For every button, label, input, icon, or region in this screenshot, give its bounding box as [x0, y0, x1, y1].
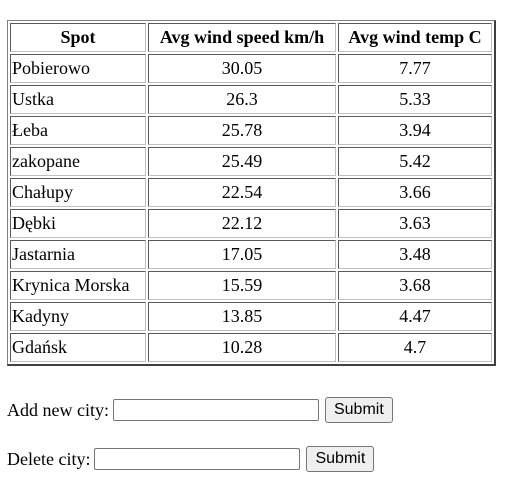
- cell-spot: Jastarnia: [10, 240, 146, 269]
- cell-temp: 3.68: [338, 271, 492, 300]
- table-row: Krynica Morska 15.59 3.68: [10, 271, 492, 300]
- table-header-row: Spot Avg wind speed km/h Avg wind temp C: [10, 23, 492, 52]
- cell-spot: Pobierowo: [10, 54, 146, 83]
- header-spot: Spot: [10, 23, 146, 52]
- cell-temp: 3.66: [338, 178, 492, 207]
- cell-temp: 5.33: [338, 85, 492, 114]
- cell-speed: 10.28: [148, 333, 336, 362]
- cell-spot: Łeba: [10, 116, 146, 145]
- cell-spot: Krynica Morska: [10, 271, 146, 300]
- add-city-label: Add new city:: [7, 399, 109, 420]
- table-row: Chałupy 22.54 3.66: [10, 178, 492, 207]
- table-row: Dębki 22.12 3.63: [10, 209, 492, 238]
- cell-speed: 15.59: [148, 271, 336, 300]
- cell-speed: 25.78: [148, 116, 336, 145]
- delete-city-label: Delete city:: [7, 448, 91, 469]
- wind-table: Spot Avg wind speed km/h Avg wind temp C…: [7, 20, 496, 366]
- cell-speed: 22.54: [148, 178, 336, 207]
- cell-temp: 3.94: [338, 116, 492, 145]
- header-avg-wind-speed: Avg wind speed km/h: [148, 23, 336, 52]
- add-city-form: Add new city: Submit: [7, 396, 393, 424]
- cell-speed: 30.05: [148, 54, 336, 83]
- header-avg-wind-temp: Avg wind temp C: [338, 23, 492, 52]
- table-row: Jastarnia 17.05 3.48: [10, 240, 492, 269]
- add-city-submit-button[interactable]: Submit: [324, 397, 393, 423]
- cell-temp: 4.7: [338, 333, 492, 362]
- delete-city-submit-button[interactable]: Submit: [306, 446, 375, 472]
- cell-speed: 17.05: [148, 240, 336, 269]
- add-city-input[interactable]: [112, 399, 319, 421]
- cell-speed: 22.12: [148, 209, 336, 238]
- table-row: Ustka 26.3 5.33: [10, 85, 492, 114]
- table-row: Gdańsk 10.28 4.7: [10, 333, 492, 362]
- cell-spot: Gdańsk: [10, 333, 146, 362]
- cell-temp: 3.63: [338, 209, 492, 238]
- cell-spot: Chałupy: [10, 178, 146, 207]
- table-row: zakopane 25.49 5.42: [10, 147, 492, 176]
- cell-spot: zakopane: [10, 147, 146, 176]
- cell-spot: Ustka: [10, 85, 146, 114]
- table-row: Pobierowo 30.05 7.77: [10, 54, 492, 83]
- cell-spot: Kadyny: [10, 302, 146, 331]
- cell-temp: 4.47: [338, 302, 492, 331]
- cell-temp: 3.48: [338, 240, 492, 269]
- cell-temp: 7.77: [338, 54, 492, 83]
- delete-city-input[interactable]: [94, 448, 301, 470]
- table-row: Łeba 25.78 3.94: [10, 116, 492, 145]
- delete-city-form: Delete city: Submit: [7, 445, 375, 473]
- cell-speed: 13.85: [148, 302, 336, 331]
- table-row: Kadyny 13.85 4.47: [10, 302, 492, 331]
- cell-temp: 5.42: [338, 147, 492, 176]
- cell-spot: Dębki: [10, 209, 146, 238]
- cell-speed: 25.49: [148, 147, 336, 176]
- cell-speed: 26.3: [148, 85, 336, 114]
